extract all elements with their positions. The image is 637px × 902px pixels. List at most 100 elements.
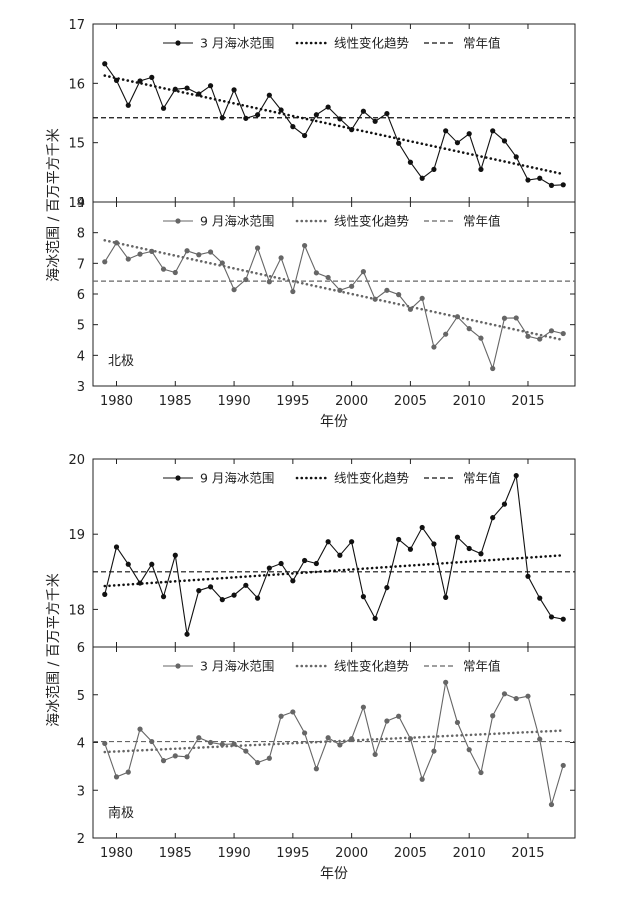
- data-point: [478, 551, 484, 557]
- data-point: [466, 131, 472, 137]
- y-tick-label: 5: [77, 319, 85, 334]
- x-tick-label: 1995: [276, 846, 309, 861]
- legend-trend-label: 线性变化趋势: [334, 471, 410, 486]
- data-point: [160, 266, 167, 272]
- x-axis-title: 年份: [320, 866, 348, 882]
- y-tick-label: 16: [68, 77, 85, 92]
- data-point: [172, 269, 178, 276]
- data-point: [501, 691, 508, 697]
- data-point: [125, 256, 131, 262]
- data-point: [149, 74, 155, 80]
- data-point: [125, 102, 131, 108]
- data-point: [219, 597, 225, 603]
- data-point: [102, 61, 108, 67]
- data-point: [278, 713, 284, 719]
- data-point: [184, 248, 190, 254]
- data-point: [313, 112, 319, 118]
- data-point: [278, 560, 284, 567]
- data-point: [325, 104, 331, 110]
- data-point: [349, 127, 355, 133]
- data-point: [454, 314, 461, 320]
- legend-trend-label: 线性变化趋势: [334, 36, 410, 51]
- data-point: [231, 287, 237, 293]
- trend-line: [103, 239, 565, 342]
- data-point: [537, 595, 543, 601]
- x-tick-label: 1980: [100, 846, 133, 861]
- y-tick-label: 6: [77, 641, 85, 656]
- series-line: [104, 63, 564, 186]
- y-tick-label: 19: [68, 528, 85, 543]
- y-axis-title: 海冰范围 / 百万平方千米: [45, 128, 62, 282]
- data-point: [196, 252, 202, 258]
- data-point: [313, 766, 319, 772]
- legend: 3 月海冰范围 线性变化趋势 常年值: [163, 36, 501, 51]
- data-point: [290, 709, 296, 715]
- data-point: [407, 736, 414, 742]
- data-point: [490, 515, 496, 521]
- data-point: [231, 87, 237, 93]
- data-point: [349, 283, 355, 289]
- data-point: [313, 560, 319, 567]
- data-point: [501, 315, 508, 321]
- panel-1-1: 2 3 4 5 6 3 月海冰范围 线性变化趋势 常年值: [77, 641, 576, 847]
- y-tick-label: 3: [77, 784, 85, 799]
- data-point: [184, 85, 190, 91]
- data-point: [466, 545, 472, 552]
- data-point: [196, 588, 202, 594]
- y-tick-label: 4: [77, 737, 85, 752]
- data-point: [384, 718, 390, 724]
- data-point: [501, 138, 508, 144]
- data-point: [337, 742, 343, 748]
- x-tick-label: 1990: [218, 846, 251, 861]
- data-point: [207, 739, 214, 746]
- x-tick-label: 2005: [394, 394, 427, 409]
- data-point: [113, 77, 120, 83]
- data-point: [537, 175, 543, 181]
- panel-0-0: 14 15 16 17 3 月海冰范围 线性变化趋势 常年值: [68, 18, 576, 211]
- data-point: [396, 536, 402, 543]
- legend-series-marker: [175, 40, 181, 46]
- y-tick-label: 14: [68, 196, 85, 211]
- data-point: [278, 255, 284, 261]
- legend-series-marker: [175, 475, 181, 481]
- data-point: [431, 541, 437, 547]
- legend: 9 月海冰范围 线性变化趋势 常年值: [163, 471, 501, 486]
- data-point: [384, 584, 390, 591]
- series-line: [104, 241, 564, 371]
- data-point: [149, 248, 155, 254]
- data-point: [490, 713, 496, 719]
- data-point: [207, 249, 214, 255]
- data-point: [513, 472, 519, 479]
- y-tick-label: 5: [77, 689, 85, 704]
- data-point: [125, 561, 131, 567]
- y-tick-label: 2: [77, 832, 85, 847]
- data-point: [231, 741, 237, 747]
- data-point: [384, 287, 390, 293]
- data-point: [407, 306, 414, 312]
- data-point: [337, 552, 343, 558]
- data-point: [525, 333, 531, 339]
- data-point: [548, 182, 555, 188]
- data-point: [113, 544, 120, 550]
- data-point: [207, 83, 214, 89]
- data-point: [149, 738, 155, 745]
- data-point: [560, 330, 566, 337]
- data-point: [431, 748, 437, 754]
- data-point: [290, 578, 296, 584]
- data-point: [337, 116, 343, 122]
- x-tick-label: 1990: [218, 394, 251, 409]
- data-point: [184, 631, 190, 637]
- data-point: [113, 240, 120, 246]
- data-point: [254, 112, 261, 118]
- panel-0-1: 3 4 5 6 7 8 9 9 月海冰范围 线性变化趋势 常年值: [77, 196, 576, 395]
- data-point: [266, 92, 272, 98]
- legend-series-label: 3 月海冰范围: [200, 659, 274, 674]
- y-tick-label: 17: [68, 18, 85, 33]
- data-point: [360, 108, 366, 114]
- legend-series-label: 9 月海冰范围: [200, 214, 274, 229]
- data-point: [478, 769, 484, 776]
- data-point: [513, 315, 519, 321]
- y-tick-label: 20: [68, 453, 85, 468]
- data-point: [125, 769, 131, 775]
- legend-series-marker: [175, 218, 181, 224]
